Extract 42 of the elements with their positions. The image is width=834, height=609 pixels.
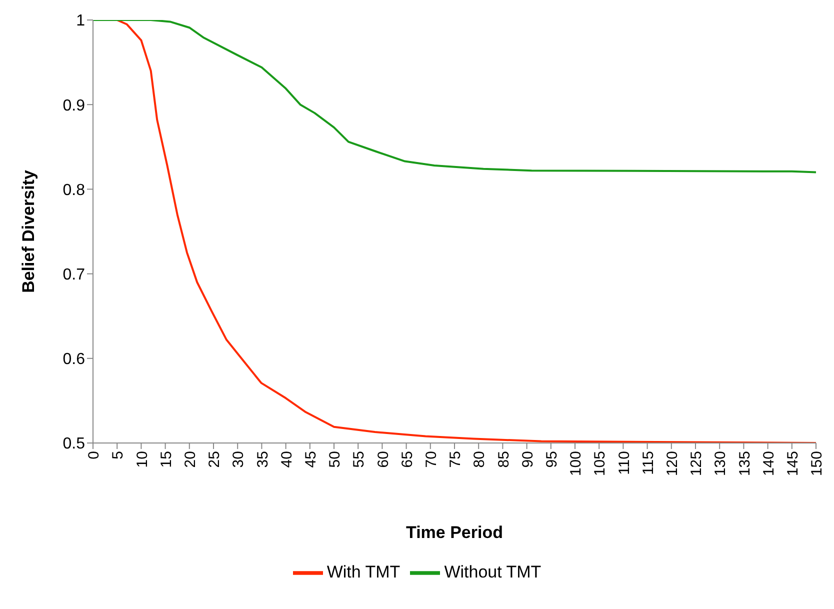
x-tick-label: 5	[110, 451, 127, 460]
legend-label: With TMT	[326, 562, 400, 582]
x-tick-label: 120	[664, 451, 682, 476]
line-series	[93, 20, 816, 174]
y-tick-label: 1	[76, 12, 86, 30]
x-tick-label: 15	[158, 451, 175, 468]
x-tick-label: 0	[86, 451, 103, 460]
x-tick-label: 10	[134, 451, 151, 468]
y-tick-label: 0.5	[62, 436, 86, 453]
x-tick-label: 110	[616, 451, 633, 475]
x-tick-label: 100	[568, 451, 585, 476]
x-axis-title: Time Period	[406, 523, 503, 542]
x-tick-label: 85	[495, 451, 512, 468]
x-tick-label: 35	[254, 451, 272, 468]
x-tick-label: 95	[544, 451, 561, 468]
x-tick-label: 25	[206, 451, 224, 468]
x-tick-label: 55	[350, 451, 368, 468]
x-tick-label: 140	[760, 451, 778, 476]
x-tick-label: 90	[519, 451, 536, 468]
x-tick-label: 115	[640, 451, 657, 475]
legend-label: Without TMT	[444, 562, 542, 582]
x-tick-label: 65	[398, 451, 416, 468]
x-tick-label: 20	[182, 451, 200, 468]
x-tick-label: 125	[688, 451, 706, 476]
y-axis-title: Belief Diversity	[19, 170, 38, 293]
x-tick-label: 30	[230, 451, 248, 468]
x-tick-label: 70	[423, 451, 440, 468]
x-tick-label: 80	[471, 451, 488, 468]
x-tick-label: 150	[808, 451, 826, 476]
x-tick-label: 130	[712, 451, 730, 476]
x-tick-label: 60	[374, 451, 392, 468]
x-tick-label: 40	[278, 451, 296, 468]
y-tick-label: 0.9	[62, 97, 86, 114]
y-tick-label: 0.7	[62, 266, 86, 284]
x-tick-label: 145	[784, 451, 802, 476]
y-tick-label: 0.8	[62, 182, 86, 199]
x-tick-label: 50	[326, 451, 344, 468]
x-tick-label: 45	[302, 451, 320, 468]
x-tick-label: 75	[447, 451, 464, 468]
x-tick-label: 135	[736, 451, 754, 476]
x-tick-label: 105	[592, 451, 609, 476]
y-tick-label: 0.6	[62, 351, 86, 368]
